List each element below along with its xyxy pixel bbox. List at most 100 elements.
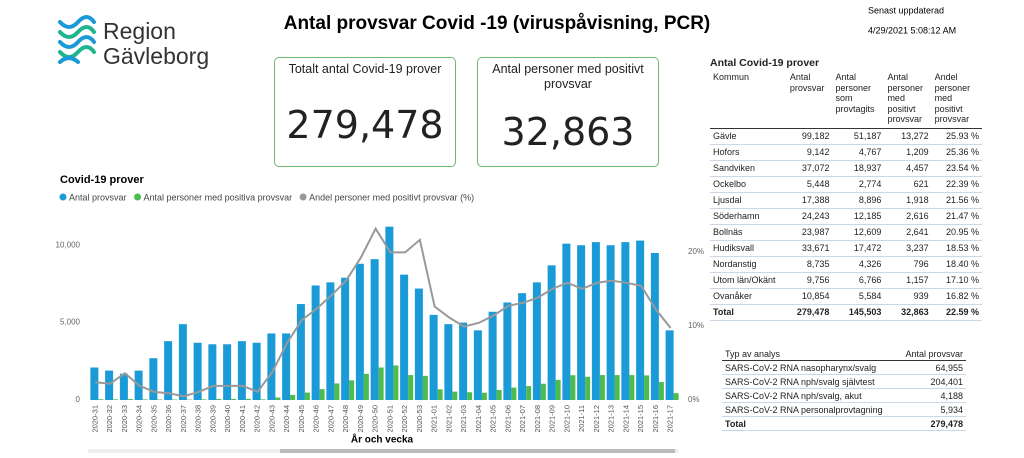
table-row: SARS-CoV-2 RNA nasopharynx/svalg 64,955 [722, 360, 966, 375]
bar [311, 285, 320, 400]
table-cell: 64,955 [897, 360, 966, 375]
table-cell: Total [710, 303, 787, 321]
table-cell: 17.10 % [931, 272, 982, 289]
x-axis-label: År och vecka [351, 433, 414, 446]
table-row: SARS-CoV-2 RNA nph/svalg, akut 4,188 [722, 388, 966, 403]
table-cell: 2,641 [884, 224, 932, 241]
x-tick-label: 2021-10 [562, 405, 571, 433]
table-cell: 99,182 [786, 128, 833, 145]
column-header: Typ av analys [722, 348, 898, 361]
bar [296, 304, 305, 400]
kpi-title: Totalt antal Covid-19 prover [288, 62, 442, 76]
table-cell: 51,187 [832, 128, 885, 145]
table-cell: 3,237 [884, 240, 932, 257]
table-cell: 204,401 [897, 374, 966, 389]
table-cell: Ockelbo [710, 176, 787, 193]
table-cell: 32,863 [884, 303, 932, 321]
table-cell: SARS-CoV-2 RNA nasopharynx/svalg [722, 360, 898, 375]
bar [98, 399, 104, 400]
x-tick-label: 2021-11 [577, 405, 586, 432]
table-cell: 12,185 [832, 208, 885, 225]
table-cell: 23,987 [786, 224, 833, 241]
table-cell: 2,616 [884, 208, 932, 225]
x-tick-label: 2020-44 [282, 405, 291, 433]
kpi-title: Antal personer med positivt provsvar [492, 62, 644, 91]
x-tick-label: 2021-14 [621, 405, 630, 433]
bar [422, 375, 428, 400]
bar [650, 252, 659, 400]
legend-label: Antal provsvar [69, 192, 127, 202]
bar [452, 391, 458, 400]
bar [216, 398, 222, 400]
kpi-value: 279,478 [286, 103, 444, 147]
table-cell: 5,584 [832, 288, 885, 305]
bar [599, 375, 605, 400]
x-tick-label: 2021-17 [666, 405, 675, 433]
table-cell: 18,937 [832, 160, 885, 177]
table-row: Ockelbo 5,448 2,774 621 22.39 % [710, 176, 982, 193]
x-tick-label: 2021-16 [651, 405, 660, 433]
y-tick-label: 10,000 [56, 240, 81, 249]
bar [113, 399, 119, 400]
x-tick-label: 2021-03 [459, 405, 468, 433]
bar [127, 399, 133, 400]
bar [393, 365, 399, 400]
table-cell: 4,457 [884, 160, 932, 177]
bar [119, 373, 128, 400]
table-cell: 8,896 [832, 192, 885, 209]
table-cell: 22.59 % [931, 303, 982, 321]
legend-marker [59, 193, 67, 201]
scrollbar-thumb[interactable] [280, 449, 675, 453]
table-cell: 21.47 % [931, 208, 982, 225]
bar [658, 382, 664, 400]
table-cell: Gävle [710, 128, 787, 145]
bar [223, 344, 232, 400]
bar [142, 399, 148, 400]
bar [408, 375, 414, 400]
x-tick-label: 2020-35 [149, 405, 158, 433]
table-cell: 1,918 [884, 192, 932, 209]
bar [614, 375, 620, 400]
bar [164, 341, 173, 400]
y2-tick-label: 10% [688, 321, 704, 330]
bar [606, 245, 615, 400]
table-cell: 17,472 [832, 240, 885, 257]
column-header: Antal personer som provtagits [832, 71, 885, 129]
table-cell: 33,671 [786, 240, 833, 257]
table-cell: 5,448 [786, 176, 833, 193]
x-tick-label: 2021-06 [503, 405, 512, 433]
bar [467, 392, 473, 400]
table-cell: Nordanstig [710, 256, 787, 273]
bar [621, 242, 630, 400]
table-cell: 16.82 % [931, 288, 982, 305]
x-tick-label: 2020-50 [371, 405, 380, 433]
legend-marker [134, 193, 142, 201]
bar [459, 322, 468, 400]
bar [429, 314, 438, 400]
bar [518, 293, 527, 400]
bar [319, 389, 325, 400]
bar [193, 342, 202, 400]
bar [547, 265, 556, 400]
table-cell: 20.95 % [931, 224, 982, 241]
table-row: Söderhamn 24,243 12,185 2,616 21.47 % [710, 208, 982, 225]
x-tick-label: 2020-38 [194, 405, 203, 433]
column-header: Antal provsvar [786, 71, 833, 129]
table-row: Nordanstig 8,735 4,326 796 18.40 % [710, 256, 982, 273]
bar [414, 288, 423, 400]
bar [540, 383, 546, 400]
x-tick-label: 2020-39 [208, 405, 217, 433]
bar [201, 399, 207, 400]
table-row: Gävle 99,182 51,187 13,272 25.93 % [710, 128, 982, 145]
column-header: Andel personer med positivt provsvar [931, 71, 982, 129]
x-tick-label: 2021-12 [592, 405, 601, 433]
x-tick-label: 2020-33 [120, 405, 129, 433]
column-header: Antal provsvar [897, 348, 966, 361]
column-header: Kommun [710, 71, 787, 129]
bar [562, 243, 571, 400]
x-tick-label: 2021-07 [518, 405, 527, 433]
updated-value: 4/29/2021 5:08:12 AM [868, 25, 956, 35]
bar [370, 259, 379, 400]
bar [260, 399, 266, 400]
